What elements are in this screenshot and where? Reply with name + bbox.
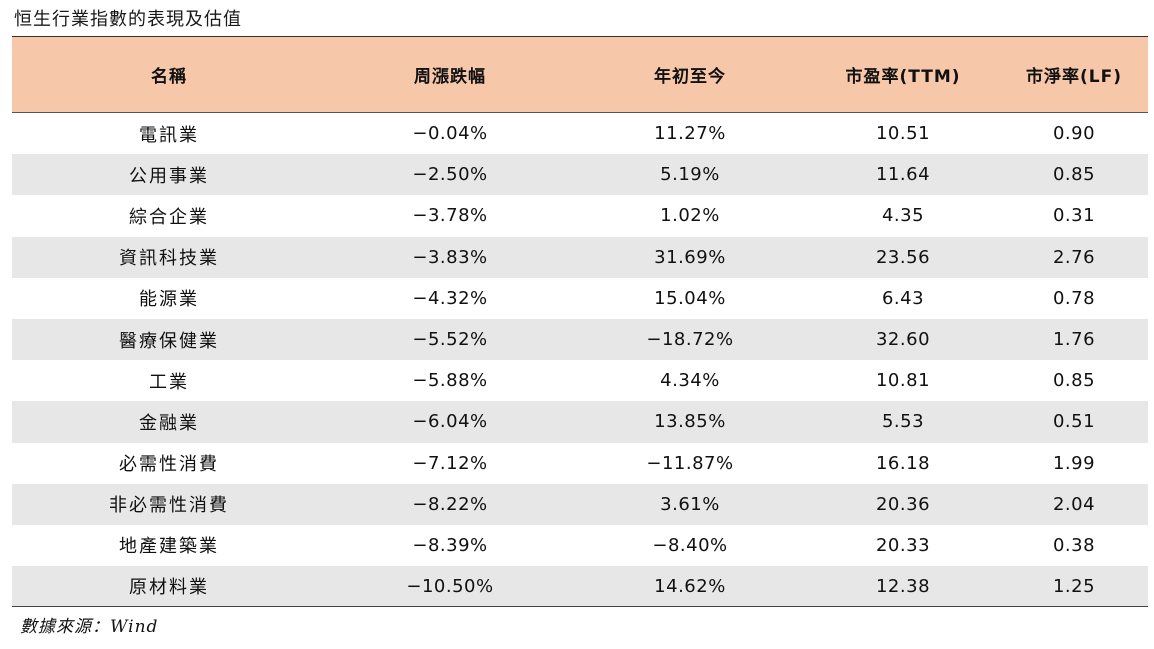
cell-pe-ttm: 12.38 [875, 575, 931, 597]
cell-pb-lf: 0.85 [1052, 164, 1096, 186]
cell-ytd-change: 15.04% [654, 287, 726, 309]
cell-pb-lf: 0.85 [1052, 370, 1096, 392]
cell-ytd-change: 31.69% [654, 246, 726, 268]
cell-pe-ttm: 23.56 [875, 246, 931, 268]
cell-pb-lf: 0.90 [1052, 123, 1096, 145]
header-name: 名稱 [151, 67, 187, 87]
table-title: 恒生行業指數的表現及估值 [14, 9, 242, 30]
header-pb-lf: 市淨率(LF) [1026, 67, 1122, 87]
cell-pe-ttm: 32.60 [875, 329, 931, 351]
cell-ytd-change: 3.61% [660, 493, 720, 515]
cell-pb-lf: 0.31 [1052, 205, 1096, 227]
cell-ytd-change: −11.87% [646, 452, 734, 474]
data-source-note: 數據來源：Wind [20, 617, 159, 637]
cell-ytd-change: −8.40% [652, 534, 728, 556]
header-ytd: 年初至今 [654, 67, 726, 87]
cell-ytd-change: −18.72% [646, 329, 734, 351]
table-row: 必需性消費 −7.12% −11.87% 16.18 1.99 [12, 443, 1148, 484]
cell-industry-name: 資訊科技業 [119, 248, 219, 270]
cell-pb-lf: 1.99 [1052, 452, 1096, 474]
header-weekly-change: 周漲跌幅 [414, 67, 486, 87]
table-row: 公用事業 −2.50% 5.19% 11.64 0.85 [12, 154, 1148, 196]
cell-weekly-change: −5.88% [412, 370, 488, 392]
cell-industry-name: 金融業 [139, 412, 199, 434]
cell-pe-ttm: 4.35 [881, 205, 925, 227]
cell-weekly-change: −5.52% [412, 329, 488, 351]
cell-weekly-change: −3.78% [412, 205, 488, 227]
cell-ytd-change: 14.62% [654, 575, 726, 597]
cell-industry-name: 必需性消費 [119, 454, 219, 476]
table-row: 能源業 −4.32% 15.04% 6.43 0.78 [12, 278, 1148, 319]
cell-industry-name: 原材料業 [129, 577, 209, 599]
cell-pb-lf: 0.38 [1052, 534, 1096, 556]
cell-pe-ttm: 6.43 [881, 287, 925, 309]
cell-pb-lf: 0.51 [1052, 411, 1096, 433]
cell-pb-lf: 0.78 [1052, 287, 1096, 309]
cell-ytd-change: 1.02% [660, 205, 720, 227]
cell-industry-name: 地產建築業 [119, 536, 219, 558]
table-header-row: 名稱 周漲跌幅 年初至今 市盈率(TTM) 市淨率(LF) [12, 36, 1148, 113]
cell-industry-name: 工業 [149, 371, 189, 393]
cell-weekly-change: −6.04% [412, 411, 488, 433]
table-row: 金融業 −6.04% 13.85% 5.53 0.51 [12, 401, 1148, 443]
table-row: 資訊科技業 −3.83% 31.69% 23.56 2.76 [12, 236, 1148, 278]
cell-industry-name: 電訊業 [139, 124, 199, 146]
cell-weekly-change: −8.22% [412, 493, 488, 515]
cell-pe-ttm: 20.33 [875, 534, 931, 556]
cell-weekly-change: −7.12% [412, 452, 488, 474]
cell-pe-ttm: 10.51 [875, 123, 931, 145]
cell-pb-lf: 2.04 [1052, 493, 1096, 515]
industry-valuation-table: 名稱 周漲跌幅 年初至今 市盈率(TTM) 市淨率(LF) 電訊業 −0.04% 1… [12, 36, 1148, 608]
cell-pb-lf: 1.25 [1052, 575, 1096, 597]
cell-pe-ttm: 11.64 [875, 164, 931, 186]
cell-pe-ttm: 5.53 [881, 411, 925, 433]
table-row: 醫療保健業 −5.52% −18.72% 32.60 1.76 [12, 318, 1148, 361]
cell-industry-name: 綜合企業 [129, 206, 209, 228]
cell-pb-lf: 1.76 [1052, 329, 1096, 351]
table-body: 電訊業 −0.04% 11.27% 10.51 0.90 公用事業 −2.50% 5.19% 1… [12, 113, 1148, 608]
table-row: 電訊業 −0.04% 11.27% 10.51 0.90 [12, 113, 1148, 154]
table-row: 非必需性消費 −8.22% 3.61% 20.36 2.04 [12, 483, 1148, 525]
cell-weekly-change: −2.50% [412, 164, 488, 186]
cell-industry-name: 能源業 [139, 289, 199, 311]
cell-weekly-change: −4.32% [412, 287, 488, 309]
cell-weekly-change: −0.04% [412, 123, 488, 145]
table-row: 綜合企業 −3.78% 1.02% 4.35 0.31 [12, 195, 1148, 236]
cell-weekly-change: −8.39% [412, 534, 488, 556]
cell-pe-ttm: 10.81 [875, 370, 931, 392]
cell-industry-name: 非必需性消費 [109, 495, 229, 517]
table-row: 工業 −5.88% 4.34% 10.81 0.85 [12, 360, 1148, 401]
table-row: 地產建築業 −8.39% −8.40% 20.33 0.38 [12, 525, 1148, 566]
cell-industry-name: 公用事業 [129, 165, 209, 187]
cell-industry-name: 醫療保健業 [119, 330, 219, 352]
cell-ytd-change: 4.34% [660, 370, 720, 392]
cell-ytd-change: 11.27% [654, 123, 726, 145]
cell-pe-ttm: 20.36 [875, 493, 931, 515]
cell-ytd-change: 5.19% [660, 164, 720, 186]
table-row: 原材料業 −10.50% 14.62% 12.38 1.25 [12, 566, 1148, 608]
cell-weekly-change: −3.83% [412, 246, 488, 268]
header-pe-ttm: 市盈率(TTM) [845, 67, 961, 87]
cell-ytd-change: 13.85% [654, 411, 726, 433]
cell-pe-ttm: 16.18 [875, 452, 931, 474]
cell-pb-lf: 2.76 [1052, 246, 1096, 268]
cell-weekly-change: −10.50% [406, 575, 494, 597]
